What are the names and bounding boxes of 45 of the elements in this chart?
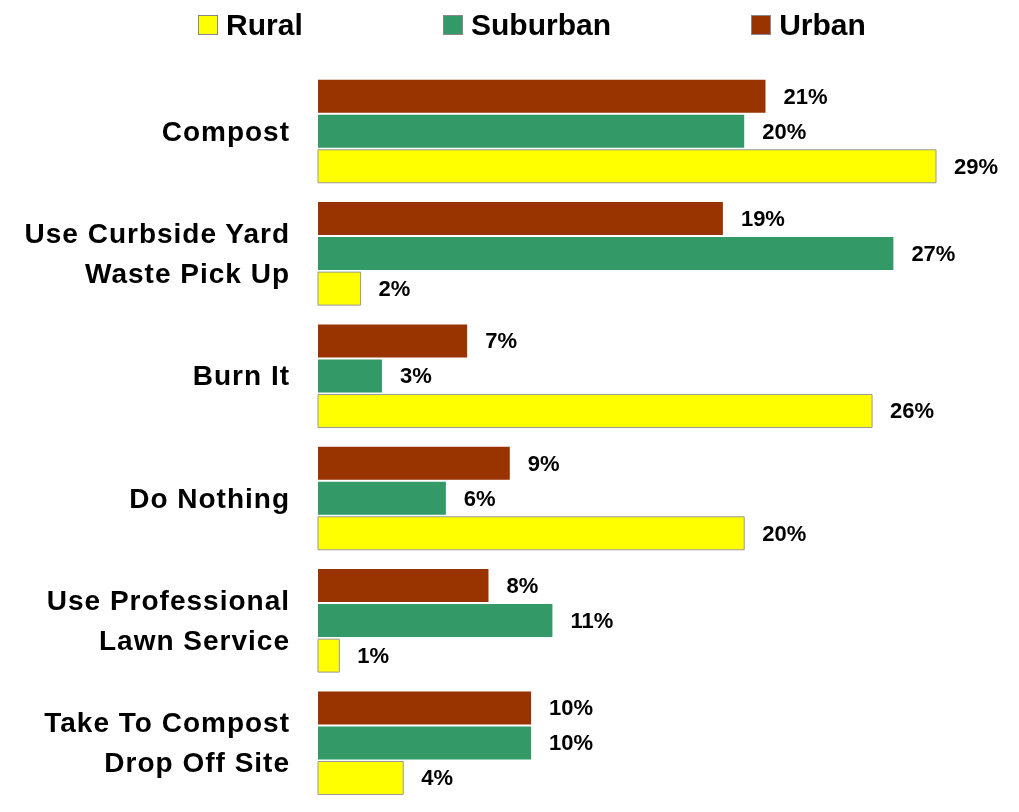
bar <box>318 79 766 113</box>
data-label: 9% <box>527 450 560 476</box>
bar <box>317 271 362 306</box>
data-label: 26% <box>890 398 935 424</box>
y-tick-label: Use Professional Lawn Service <box>46 585 290 656</box>
data-label: 11% <box>570 608 614 634</box>
bar <box>317 638 340 673</box>
bar <box>317 149 937 184</box>
bar <box>318 569 489 603</box>
y-tick-label: Do Nothing <box>129 482 290 514</box>
y-tick-label: Take To Compost Drop Off Site <box>44 707 290 779</box>
data-label: 20% <box>762 520 807 546</box>
bar <box>318 691 532 725</box>
y-tick-label: Burn It <box>192 360 290 392</box>
bar <box>317 393 873 428</box>
data-label: 20% <box>762 118 807 144</box>
data-label: 19% <box>740 206 785 232</box>
bar <box>318 446 510 480</box>
data-label: 1% <box>357 643 390 669</box>
bar <box>318 359 382 393</box>
data-label: 29% <box>954 153 999 179</box>
bar <box>318 726 532 760</box>
bar <box>318 481 446 515</box>
data-label: 21% <box>783 83 828 109</box>
bar <box>318 237 894 271</box>
bar <box>318 604 553 638</box>
data-label: 4% <box>421 765 454 791</box>
y-tick-label: Use Curbside Yard Waste Pick Up <box>24 218 290 289</box>
bar <box>317 516 745 551</box>
y-tick-label: Compost <box>161 115 290 147</box>
bar <box>318 324 468 358</box>
data-label: 3% <box>399 363 432 389</box>
legend-label: Rural <box>225 8 303 42</box>
bar <box>317 760 404 795</box>
data-label: 27% <box>911 241 956 267</box>
data-label: 2% <box>378 276 411 302</box>
data-label: 7% <box>485 328 517 354</box>
bar <box>318 114 745 148</box>
legend-label: Urban <box>778 8 866 42</box>
data-label: 10% <box>549 695 594 721</box>
legend-label: Suburban <box>470 8 611 42</box>
data-label: 8% <box>506 573 539 599</box>
data-label: 6% <box>463 485 496 511</box>
data-label: 10% <box>549 730 594 756</box>
bar <box>318 202 723 236</box>
